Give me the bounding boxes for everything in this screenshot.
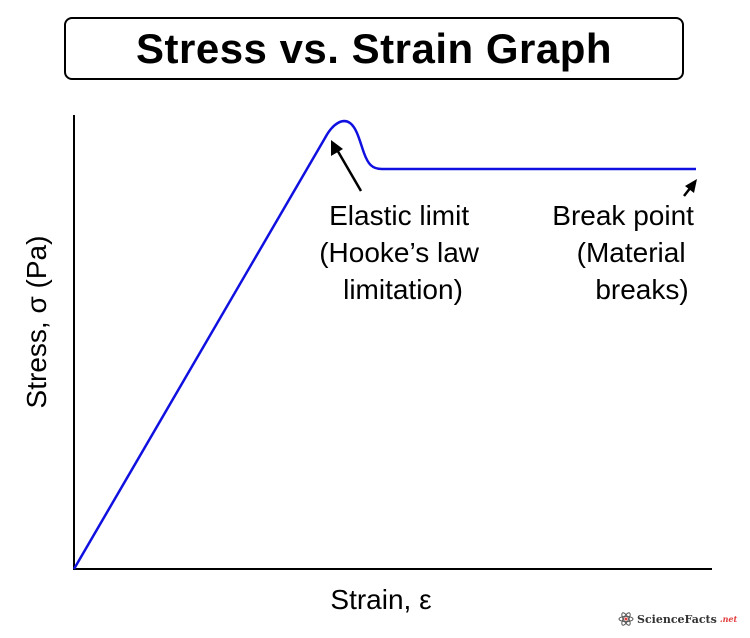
stress-strain-curve: [72, 119, 696, 570]
break-point-label: Break point (Material breaks): [552, 200, 701, 305]
elastic-limit-label: Elastic limit (Hooke’s law limitation): [319, 200, 487, 305]
x-axis-title: Strain, ε: [330, 584, 431, 615]
watermark: ScienceFacts .net: [618, 611, 737, 627]
elastic-limit-arrow: [331, 140, 363, 192]
watermark-suffix: .net: [719, 614, 738, 624]
break-point-arrow: [683, 179, 697, 197]
page-title: Stress vs. Strain Graph: [135, 24, 613, 72]
watermark-name: ScienceFacts: [637, 612, 717, 626]
y-axis-title: Stress, σ (Pa): [21, 236, 52, 409]
atom-icon: [618, 612, 634, 626]
title-box: Stress vs. Strain Graph: [64, 17, 684, 80]
